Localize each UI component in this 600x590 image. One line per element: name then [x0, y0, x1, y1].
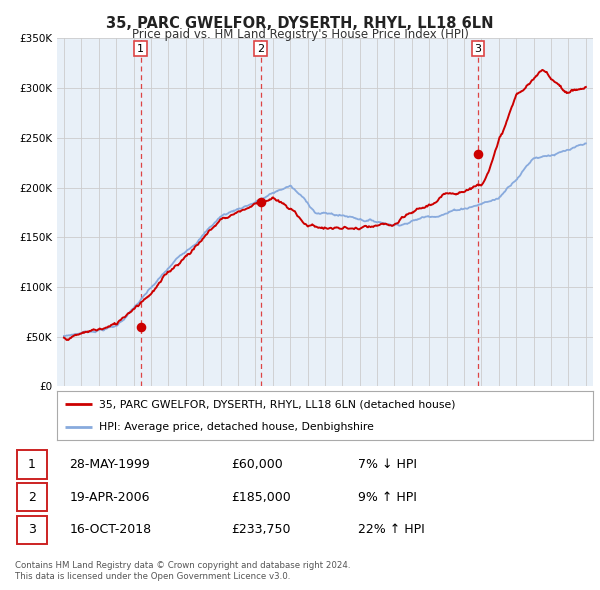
- Text: 2: 2: [28, 490, 35, 504]
- FancyBboxPatch shape: [17, 516, 47, 544]
- FancyBboxPatch shape: [17, 483, 47, 512]
- Text: 3: 3: [28, 523, 35, 536]
- Text: HPI: Average price, detached house, Denbighshire: HPI: Average price, detached house, Denb…: [99, 422, 374, 432]
- Text: Contains HM Land Registry data © Crown copyright and database right 2024.: Contains HM Land Registry data © Crown c…: [15, 560, 350, 569]
- Text: 22% ↑ HPI: 22% ↑ HPI: [358, 523, 424, 536]
- Text: £60,000: £60,000: [231, 458, 283, 471]
- Text: 9% ↑ HPI: 9% ↑ HPI: [358, 490, 416, 504]
- Text: 28-MAY-1999: 28-MAY-1999: [70, 458, 151, 471]
- Point: [256, 198, 265, 207]
- Text: £185,000: £185,000: [231, 490, 290, 504]
- Text: £233,750: £233,750: [231, 523, 290, 536]
- Point: [136, 322, 145, 332]
- Text: This data is licensed under the Open Government Licence v3.0.: This data is licensed under the Open Gov…: [15, 572, 290, 581]
- Text: Price paid vs. HM Land Registry's House Price Index (HPI): Price paid vs. HM Land Registry's House …: [131, 28, 469, 41]
- Text: 35, PARC GWELFOR, DYSERTH, RHYL, LL18 6LN: 35, PARC GWELFOR, DYSERTH, RHYL, LL18 6L…: [106, 16, 494, 31]
- Text: 7% ↓ HPI: 7% ↓ HPI: [358, 458, 416, 471]
- Text: 3: 3: [475, 44, 481, 54]
- Text: 35, PARC GWELFOR, DYSERTH, RHYL, LL18 6LN (detached house): 35, PARC GWELFOR, DYSERTH, RHYL, LL18 6L…: [99, 399, 455, 409]
- Text: 1: 1: [137, 44, 144, 54]
- Text: 19-APR-2006: 19-APR-2006: [70, 490, 150, 504]
- Point: [473, 149, 482, 159]
- FancyBboxPatch shape: [17, 450, 47, 478]
- Text: 16-OCT-2018: 16-OCT-2018: [70, 523, 152, 536]
- Text: 2: 2: [257, 44, 264, 54]
- Text: 1: 1: [28, 458, 35, 471]
